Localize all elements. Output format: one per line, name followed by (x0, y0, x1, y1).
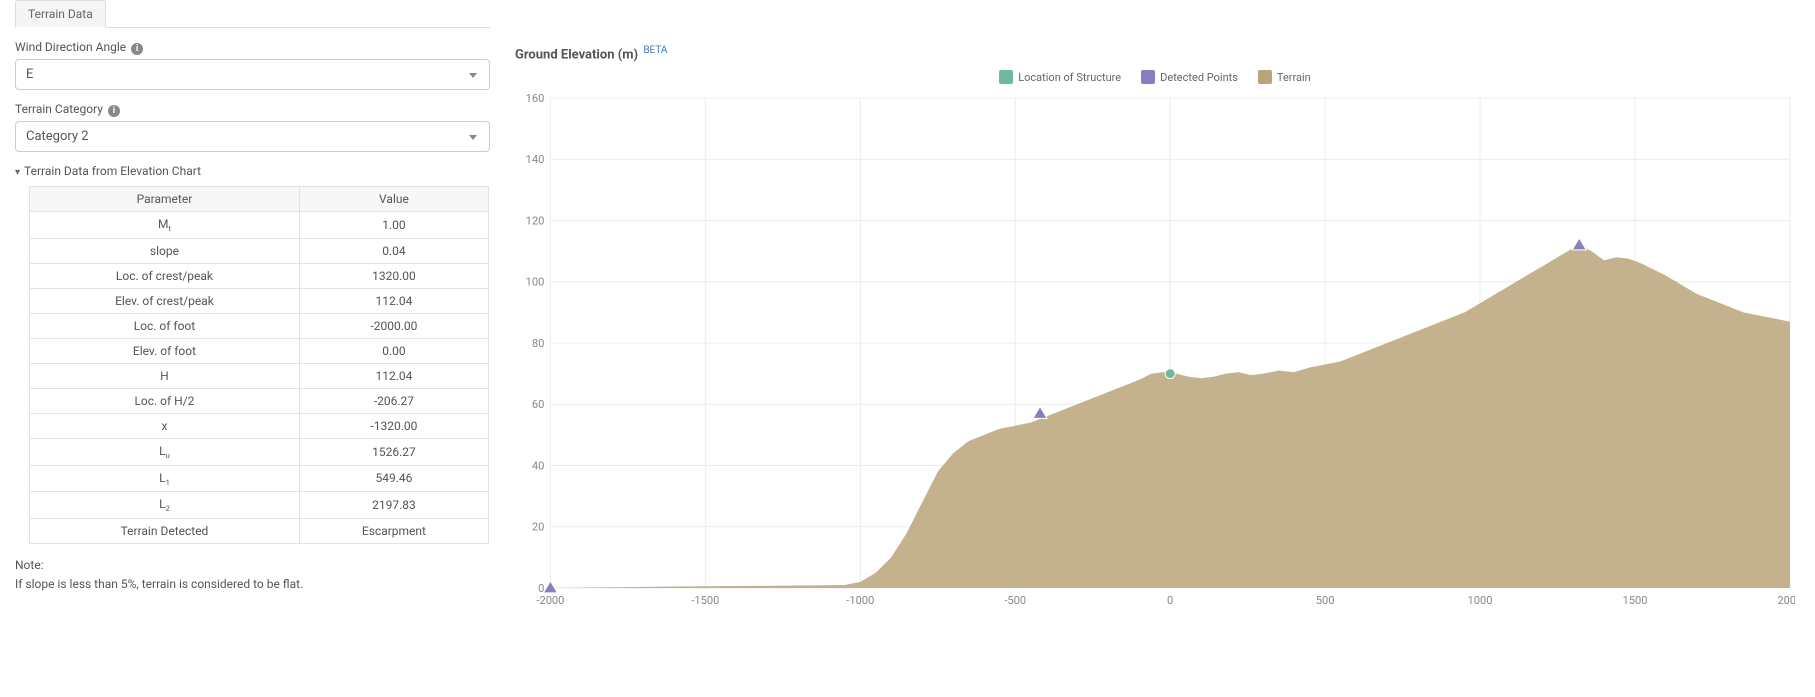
svg-text:0: 0 (1167, 594, 1173, 607)
table-row: Loc. of crest/peak1320.00 (30, 263, 489, 288)
svg-text:80: 80 (532, 337, 544, 350)
elevation-chart: 0 20 40 60 80 100 120 140 160 -2000 -1500 -1000 -500… (515, 93, 1795, 613)
table-row: H112.04 (30, 363, 489, 388)
info-icon[interactable]: i (131, 43, 143, 55)
terrain-category-select[interactable]: Category 2 (15, 121, 490, 152)
info-icon[interactable]: i (108, 105, 120, 117)
wind-direction-label: Wind Direction Angle i (15, 40, 490, 55)
table-row: L1549.46 (30, 465, 489, 492)
beta-badge: BETA (643, 45, 667, 56)
table-row: x-1320.00 (30, 413, 489, 438)
svg-text:-500: -500 (1004, 594, 1026, 607)
svg-text:-1500: -1500 (691, 594, 719, 607)
svg-text:100: 100 (526, 276, 545, 289)
tab-terrain-data[interactable]: Terrain Data (15, 0, 106, 28)
terrain-category-label: Terrain Category i (15, 102, 490, 117)
table-row: Mt1.00 (30, 212, 489, 239)
table-row: slope0.04 (30, 238, 489, 263)
svg-text:20: 20 (532, 521, 544, 534)
terrain-data-table: Parameter Value Mt1.00slope0.04Loc. of c… (29, 186, 489, 544)
svg-text:140: 140 (526, 154, 545, 167)
table-row: Loc. of foot-2000.00 (30, 313, 489, 338)
table-row: Loc. of H/2-206.27 (30, 388, 489, 413)
collapsible-terrain-data[interactable]: Terrain Data from Elevation Chart (15, 164, 490, 178)
svg-text:-1000: -1000 (846, 594, 874, 607)
table-row: L22197.83 (30, 492, 489, 519)
table-row: Elev. of crest/peak112.04 (30, 288, 489, 313)
svg-text:500: 500 (1316, 594, 1335, 607)
wind-direction-select[interactable]: E (15, 59, 490, 90)
svg-text:40: 40 (532, 460, 544, 473)
table-row: Terrain DetectedEscarpment (30, 519, 489, 544)
table-header-value: Value (299, 187, 488, 212)
svg-text:2000: 2000 (1777, 594, 1795, 607)
svg-text:160: 160 (526, 93, 545, 105)
chart-legend: Location of Structure Detected Points Terr… (515, 70, 1795, 87)
svg-text:-2000: -2000 (536, 594, 564, 607)
legend-item[interactable]: Terrain (1258, 70, 1311, 84)
chart-title: Ground Elevation (m) BETA (515, 45, 1795, 62)
table-header-parameter: Parameter (30, 187, 300, 212)
svg-text:1000: 1000 (1468, 594, 1493, 607)
tab-bar: Terrain Data (15, 0, 490, 28)
svg-text:120: 120 (526, 215, 545, 228)
svg-text:1500: 1500 (1623, 594, 1648, 607)
legend-item[interactable]: Location of Structure (999, 70, 1121, 84)
table-row: Elev. of foot0.00 (30, 338, 489, 363)
legend-item[interactable]: Detected Points (1141, 70, 1238, 84)
table-row: Lu1526.27 (30, 438, 489, 465)
svg-text:60: 60 (532, 399, 544, 412)
note-text: Note: If slope is less than 5%, terrain … (15, 556, 490, 594)
